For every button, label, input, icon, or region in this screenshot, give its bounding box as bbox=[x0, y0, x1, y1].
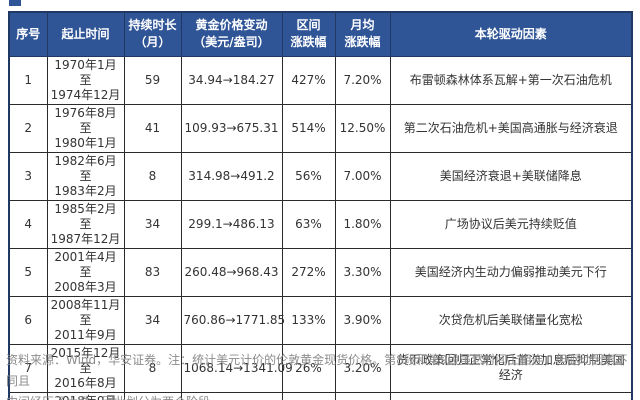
source-note-line2: 中间经历了大跌，因此划分为两个阶段。 bbox=[6, 392, 638, 400]
table-row: 2 1976年8月至 1980年1月 41 109.93→675.31 514%… bbox=[8, 103, 633, 153]
cell-driver: 货币政策回归正常化后首次加息后抑制美国经济 bbox=[389, 343, 633, 393]
cell-months: 8 bbox=[123, 151, 182, 201]
cell-no: 5 bbox=[8, 247, 48, 297]
cell-monthly-change: 7.20% bbox=[334, 55, 391, 105]
cell-price-change: 109.93→675.31 bbox=[180, 103, 283, 153]
table-row: 8 2018年9月至 2020年2月 17 1198.47→1597.1 33%… bbox=[8, 391, 633, 400]
cell-price-change: 260.48→968.43 bbox=[180, 247, 283, 297]
cell-range-change: 26% bbox=[281, 343, 336, 393]
cell-period: 1970年1月至 1974年12月 bbox=[46, 55, 125, 105]
cell-driver: 次贷危机后美联储量化宽松 bbox=[389, 295, 633, 345]
cell-months: 41 bbox=[123, 103, 182, 153]
table-row: 7 2015年12月至 2016年8月 8 1068.14→1341.09 26… bbox=[8, 343, 633, 393]
cell-months: 34 bbox=[123, 199, 182, 249]
cell-no: 3 bbox=[8, 151, 48, 201]
cell-no: 4 bbox=[8, 199, 48, 249]
cell-price-change: 34.94→184.27 bbox=[180, 55, 283, 105]
cell-driver: 广场协议后美元持续贬值 bbox=[389, 199, 633, 249]
cell-monthly-change: 3.30% bbox=[334, 247, 391, 297]
table-row: 4 1985年2月至 1987年12月 34 299.1→486.13 63% … bbox=[8, 199, 633, 249]
col-header-price-change: 黄金价格变动 （美元/盎司） bbox=[180, 11, 283, 57]
cell-months: 59 bbox=[123, 55, 182, 105]
cell-monthly-change: 3.20% bbox=[334, 343, 391, 393]
cell-no: 7 bbox=[8, 343, 48, 393]
cell-price-change: 299.1→486.13 bbox=[180, 199, 283, 249]
table-row: 1 1970年1月至 1974年12月 59 34.94→184.27 427%… bbox=[8, 55, 633, 105]
cell-price-change: 314.98→491.2 bbox=[180, 151, 283, 201]
cell-monthly-change: 3.90% bbox=[334, 295, 391, 345]
cell-range-change: 514% bbox=[281, 103, 336, 153]
cell-price-change: 1068.14→1341.09 bbox=[180, 343, 293, 393]
cell-period: 2008年11月至 2011年9月 bbox=[46, 295, 125, 345]
cell-period: 2001年4月至 2008年3月 bbox=[46, 247, 125, 297]
table-row: 6 2008年11月至 2011年9月 34 760.86→1771.85 13… bbox=[8, 295, 633, 345]
cell-driver: 美国经济内生动力偏弱推动美元下行 bbox=[389, 247, 633, 297]
col-header-period: 起止时间 bbox=[46, 11, 125, 57]
cell-period: 1976年8月至 1980年1月 bbox=[46, 103, 125, 153]
cell-driver: 美国经济再度走弱拉低实际利率 bbox=[389, 391, 633, 400]
col-header-range-change: 区间 涨跌幅 bbox=[281, 11, 336, 57]
cell-driver: 第二次石油危机+美国高通胀与经济衰退 bbox=[389, 103, 633, 153]
cell-period: 1982年6月至 1983年2月 bbox=[46, 151, 125, 201]
source-note-line1: 资料来源：Wind，华安证券。注：统计美元计价的伦敦黄金现货价格。第8段和第9段… bbox=[6, 353, 628, 388]
gold-bull-phases-table: 序号 起止时间 持续时长 （月） 黄金价格变动 （美元/盎司） 区间 涨跌幅 月… bbox=[8, 11, 633, 400]
col-header-driver: 本轮驱动因素 bbox=[389, 11, 633, 57]
col-header-no: 序号 bbox=[8, 11, 48, 57]
cell-driver: 布雷顿森林体系瓦解+第一次石油危机 bbox=[389, 55, 633, 105]
cell-monthly-change: 1.80% bbox=[334, 199, 391, 249]
cell-range-change: 427% bbox=[281, 55, 336, 105]
cell-driver: 美国经济衰退+美联储降息 bbox=[389, 151, 633, 201]
cell-no: 6 bbox=[8, 295, 48, 345]
cell-no: 1 bbox=[8, 55, 48, 105]
col-header-monthly-change: 月均 涨跌幅 bbox=[334, 11, 391, 57]
cell-monthly-change: 12.50% bbox=[334, 103, 391, 153]
cell-months: 34 bbox=[123, 295, 182, 345]
top-left-crop-mark bbox=[9, 0, 21, 6]
source-note: 资料来源：Wind，华安证券。注：统计美元计价的伦敦黄金现货价格。第8段和第9段… bbox=[6, 350, 638, 400]
cell-period: 1985年2月至 1987年12月 bbox=[46, 199, 125, 249]
header-row: 序号 起止时间 持续时长 （月） 黄金价格变动 （美元/盎司） 区间 涨跌幅 月… bbox=[8, 11, 633, 57]
cell-months: 83 bbox=[123, 247, 182, 297]
col-header-months: 持续时长 （月） bbox=[123, 11, 182, 57]
cell-no: 2 bbox=[8, 103, 48, 153]
cell-price-change: 760.86→1771.85 bbox=[180, 295, 285, 345]
cell-range-change: 272% bbox=[281, 247, 336, 297]
table-row: 3 1982年6月至 1983年2月 8 314.98→491.2 56% 7.… bbox=[8, 151, 633, 201]
cell-monthly-change: 7.00% bbox=[334, 151, 391, 201]
cell-range-change: 133% bbox=[281, 295, 336, 345]
cell-range-change: 63% bbox=[281, 199, 336, 249]
cell-range-change: 56% bbox=[281, 151, 336, 201]
table-row: 5 2001年4月至 2008年3月 83 260.48→968.43 272%… bbox=[8, 247, 633, 297]
